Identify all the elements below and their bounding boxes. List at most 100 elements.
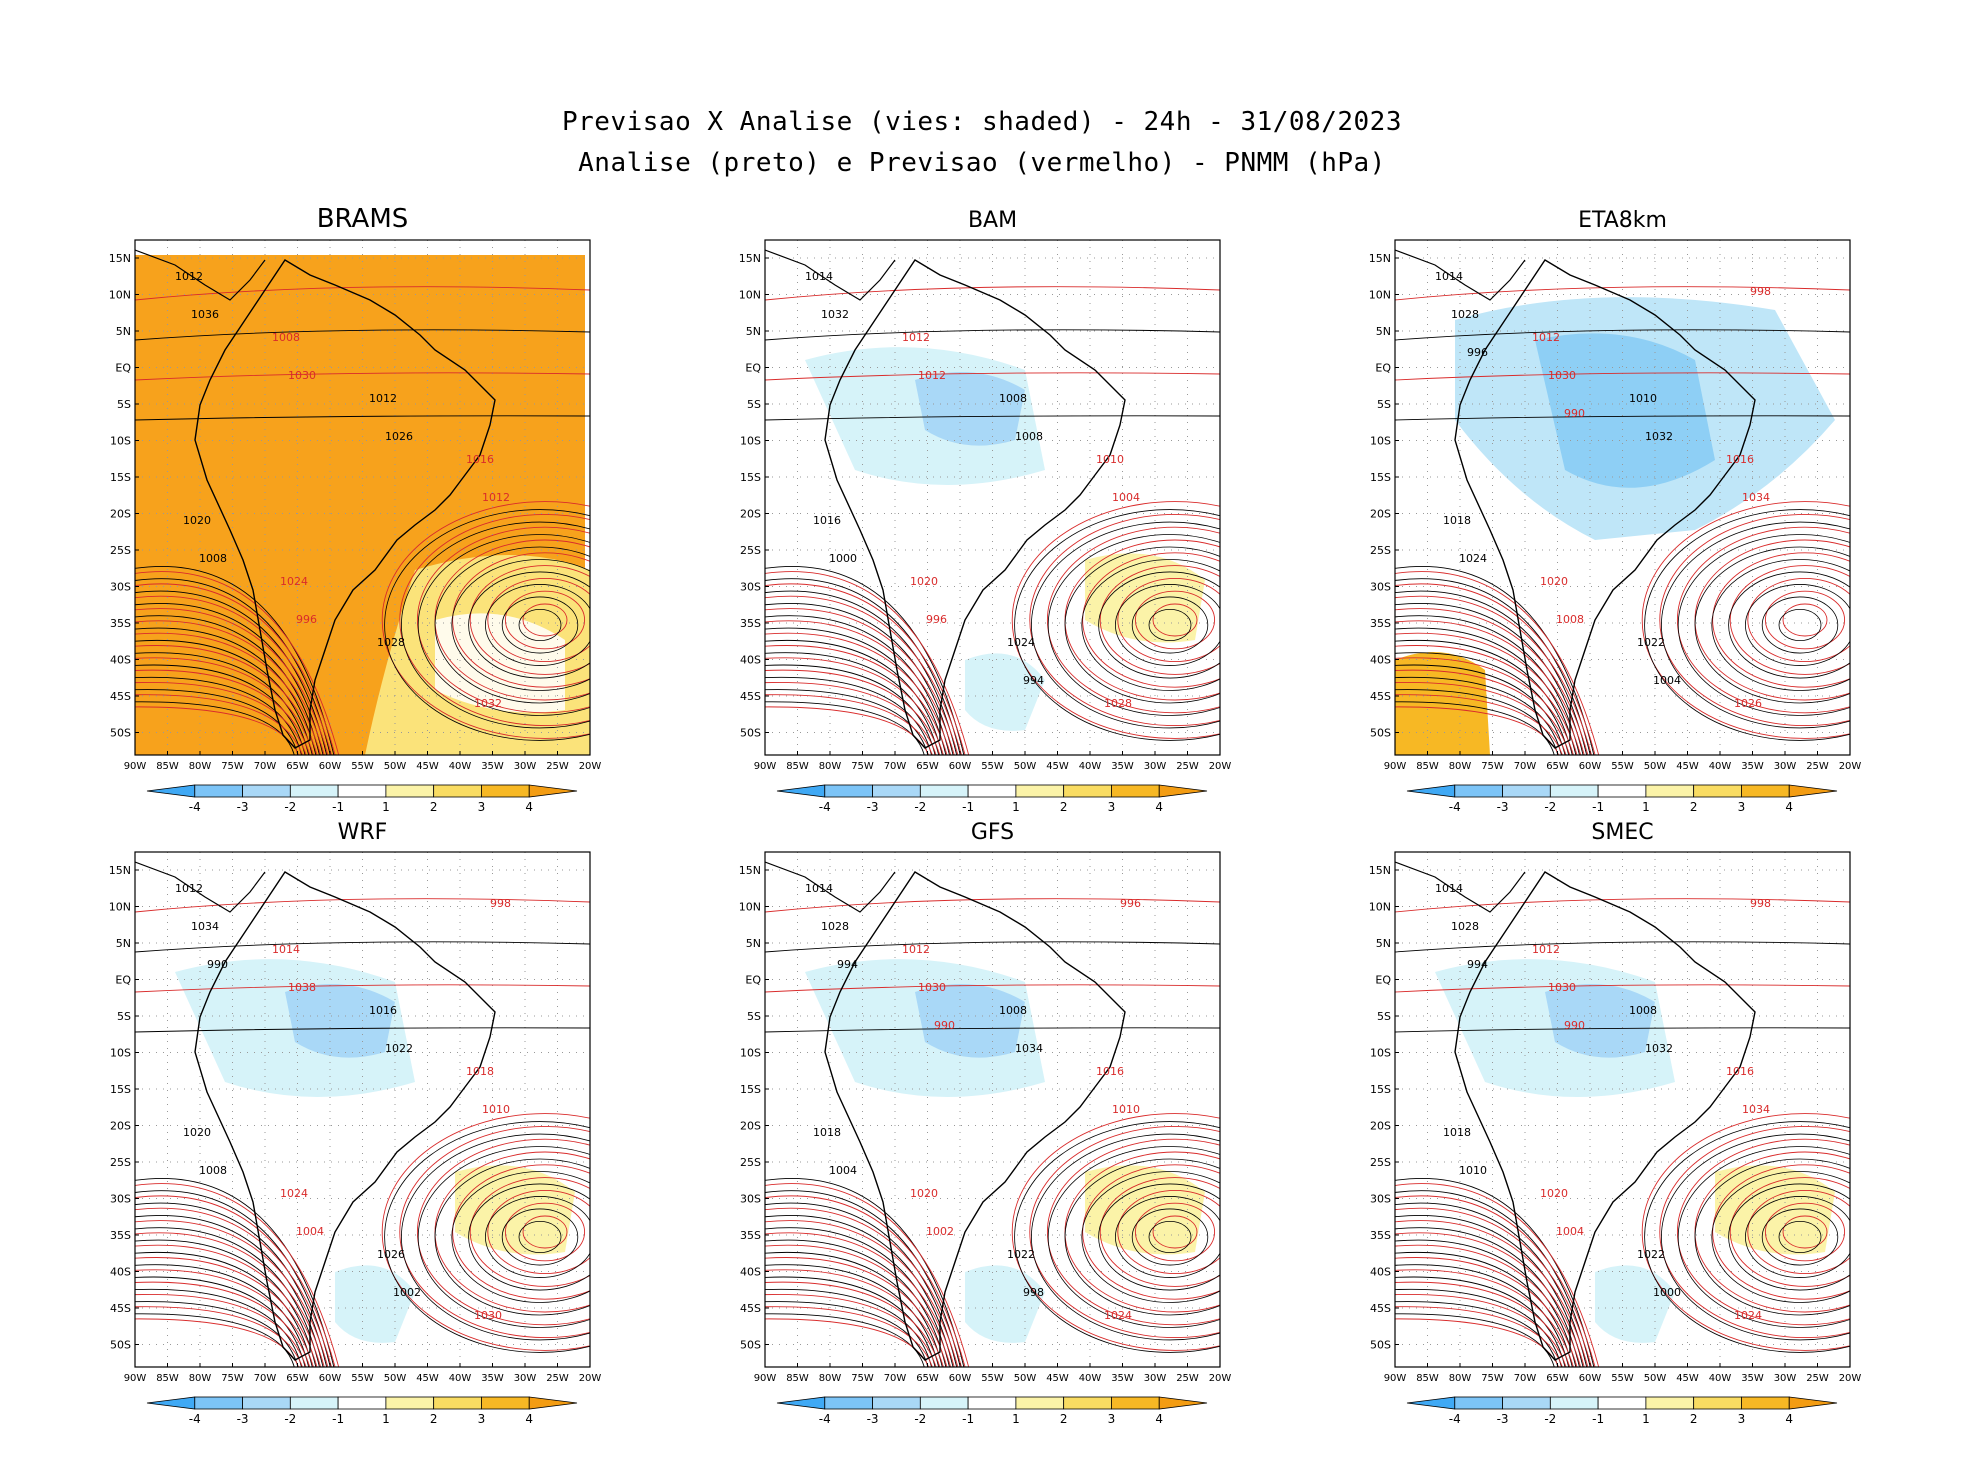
lon-tick-label: 40W (1079, 1373, 1102, 1384)
lon-tick-label: 90W (1384, 761, 1407, 772)
colorbar-tick-label: -3 (237, 800, 249, 814)
lat-tick-label: 5S (747, 1010, 761, 1023)
analysis-isobar (135, 1301, 299, 1367)
analysis-isobar (485, 1196, 590, 1278)
colorbar-tick-label: 4 (525, 800, 533, 814)
forecast-isobar (1659, 1125, 1850, 1339)
analysis-isobar (468, 1183, 590, 1291)
colorbar-tick-label: 4 (1155, 1412, 1163, 1426)
lat-tick-label: 10S (740, 1047, 761, 1060)
forecast-isobar (135, 286, 590, 301)
contour-label: 996 (926, 613, 947, 626)
bias-shading (915, 372, 1025, 446)
lon-tick-label: 75W (1481, 1373, 1504, 1384)
lat-tick-label: EQ (745, 974, 761, 987)
colorbar-tick-label: 1 (382, 800, 390, 814)
colorbar-segment (919, 1396, 969, 1410)
south-america-outline (1454, 871, 1756, 1361)
south-america-outline (194, 259, 496, 749)
colorbar-tick-label: 2 (1060, 800, 1068, 814)
analysis-isobar (135, 701, 295, 755)
analysis-isobar (135, 652, 310, 755)
contour-label: 990 (1564, 1019, 1585, 1032)
lat-tick-label: 10S (740, 435, 761, 448)
lon-tick-label: 20W (1209, 1373, 1232, 1384)
colorbar-segment (967, 1396, 1017, 1410)
analysis-isobar (1745, 1196, 1850, 1278)
lon-tick-label: 85W (156, 1373, 179, 1384)
contour-label: 1022 (1637, 636, 1665, 649)
colorbar-segment (1741, 784, 1790, 798)
forecast-isobar (1395, 669, 1571, 755)
analysis-isobar (135, 566, 335, 755)
colorbar-segment (194, 1396, 243, 1410)
forecast-isobar (765, 645, 948, 755)
lat-tick-label: 40S (740, 654, 761, 667)
contour-label: 1016 (466, 453, 494, 466)
forecast-isobar (1764, 1202, 1846, 1262)
lon-tick-label: 70W (1514, 1373, 1537, 1384)
colorbar-tick-label: -3 (1497, 1412, 1509, 1426)
contour-label: 996 (1467, 346, 1488, 359)
forecast-isobar (765, 620, 955, 755)
contour-label: 1004 (1112, 491, 1140, 504)
analysis-isobar (1644, 509, 1850, 741)
analysis-isobar (1098, 1183, 1220, 1291)
lon-tick-label: 90W (1384, 1373, 1407, 1384)
lon-tick-label: 25W (546, 1373, 569, 1384)
forecast-isobar (399, 1125, 590, 1339)
forecast-isobar (135, 1183, 340, 1367)
lon-tick-label: 60W (949, 1373, 972, 1384)
analysis-isobar (765, 1288, 932, 1367)
contour-label: 1002 (926, 1225, 954, 1238)
lat-tick-label: 10N (739, 289, 761, 302)
analysis-isobar (1064, 1158, 1220, 1316)
lat-tick-label: 20S (740, 508, 761, 521)
forecast-isobar (135, 669, 311, 755)
contour-label: 1012 (175, 882, 203, 895)
lon-tick-label: 25W (546, 761, 569, 772)
analysis-isobar (135, 329, 590, 341)
lat-tick-label: 5N (1376, 937, 1391, 950)
analysis-isobar (135, 415, 590, 421)
forecast-isobar (765, 1293, 937, 1367)
analysis-isobar (135, 615, 320, 755)
forecast-isobar (1712, 552, 1850, 688)
colorbar-tick-label: 2 (1060, 1412, 1068, 1426)
colorbar-tick-label: 4 (1155, 800, 1163, 814)
lat-tick-label: EQ (745, 362, 761, 375)
lon-tick-label: 65W (286, 761, 309, 772)
analysis-isobar (765, 1227, 950, 1367)
colorbar-tick-label: -1 (1592, 800, 1604, 814)
lat-tick-label: 45S (110, 1302, 131, 1315)
contour-label: 990 (1564, 407, 1585, 420)
analysis-isobar (1081, 559, 1220, 691)
forecast-isobar (1395, 681, 1567, 755)
south-america-outline (194, 871, 496, 1361)
contour-label: 1026 (1734, 697, 1762, 710)
analysis-isobar (1395, 1276, 1566, 1367)
forecast-isobar (765, 286, 1220, 301)
forecast-isobar (1676, 526, 1850, 714)
lat-tick-label: 15S (1370, 471, 1391, 484)
colorbar-segment (1063, 784, 1112, 798)
central-america-outline (1395, 249, 1526, 301)
lat-tick-label: EQ (115, 362, 131, 375)
colorbar-segment (1158, 784, 1208, 798)
analysis-isobar (1395, 566, 1595, 755)
lon-tick-label: 20W (1839, 761, 1862, 772)
colorbar-segment (1111, 1396, 1160, 1410)
analysis-isobar (1148, 1220, 1192, 1253)
lat-tick-label: 50S (1370, 727, 1391, 740)
analysis-isobar (434, 1158, 590, 1316)
lat-tick-label: 10N (739, 901, 761, 914)
forecast-isobar (135, 1293, 307, 1367)
forecast-isobar (381, 1113, 590, 1351)
contour-label: 1026 (385, 430, 413, 443)
lon-tick-label: 55W (351, 761, 374, 772)
contour-label: 1014 (805, 270, 833, 283)
forecast-isobar (522, 603, 568, 637)
lat-tick-label: 25S (740, 544, 761, 557)
lat-tick-label: 40S (110, 1266, 131, 1279)
colorbar-segment (481, 1396, 530, 1410)
